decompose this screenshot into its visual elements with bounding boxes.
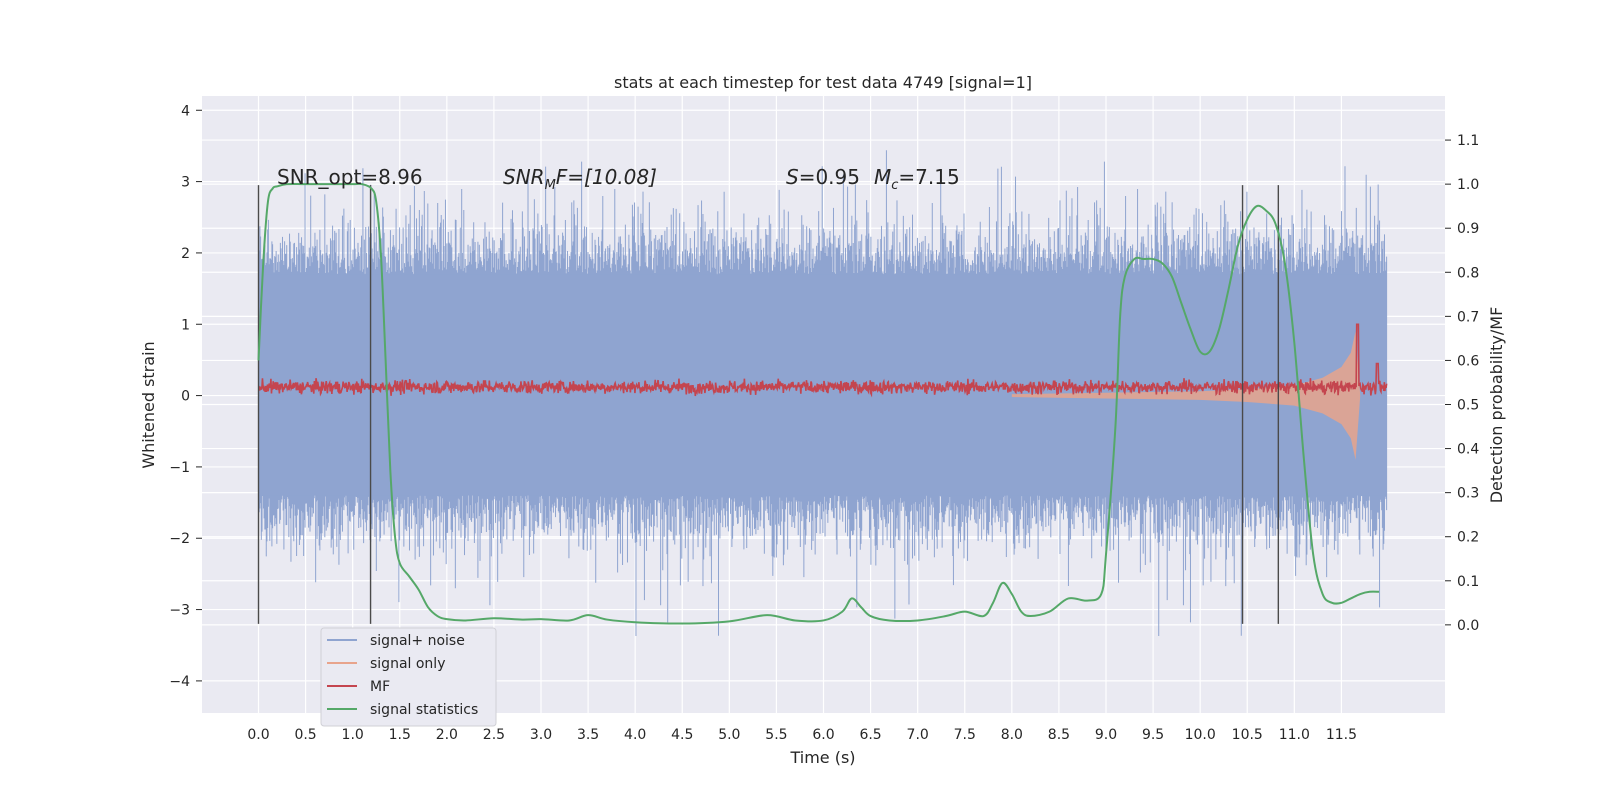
y2-tick-label: 0.1 [1457,574,1479,590]
legend-label-mf: MF [370,679,390,695]
x-tick-label: 9.0 [1095,727,1117,743]
x-tick-label: 10.5 [1232,727,1263,743]
legend-label-signal-plus-noise: signal+ noise [370,633,465,649]
annotation-s-mc: S=0.95 Mc=7.15 [786,165,960,193]
signal-statistics-trace [257,182,1380,625]
series-signal-statistics [257,182,1380,625]
y-tick-label: −3 [169,603,190,619]
x-tick-label: 0.5 [294,727,316,743]
y-axis-label: Whitened strain [139,341,158,468]
y2-tick-label: 0.9 [1457,221,1479,237]
x-tick-label: 7.0 [907,727,929,743]
chart-title: stats at each timestep for test data 474… [614,73,1032,92]
x-tick-label: 11.5 [1326,727,1357,743]
y2-tick-label: 0.3 [1457,486,1479,502]
x-tick-label: 6.0 [812,727,834,743]
x-axis-ticks: 0.0 0.5 1.0 1.5 2.0 2.5 3.0 3.5 4.0 4.5 5.0 5.5 6.0 6… [247,727,1357,743]
x-tick-label: 3.0 [530,727,552,743]
y-tick-label: 1 [181,317,190,333]
y-tick-label: 4 [181,103,190,119]
annotation-snr-opt: SNR_opt=8.96 [277,165,423,189]
x-tick-label: 8.0 [1001,727,1023,743]
legend-label-signal-statistics: signal statistics [370,702,478,718]
vertical-markers [257,185,1280,624]
y-tick-label: −2 [169,531,190,547]
x-tick-label: 3.5 [577,727,599,743]
x-tick-label: 2.0 [436,727,458,743]
x-tick-label: 9.5 [1142,727,1164,743]
y2-tick-label: 0.5 [1457,398,1479,414]
signal-only-trace [1011,331,1361,460]
x-tick-label: 8.5 [1048,727,1070,743]
y2-tick-label: 0.0 [1457,618,1479,634]
x-tick-label: 7.5 [954,727,976,743]
x-tick-label: 4.5 [671,727,693,743]
x-tick-label: 1.5 [389,727,411,743]
x-tick-label: 5.0 [718,727,740,743]
x-tick-label: 11.0 [1279,727,1310,743]
y-tick-label: −4 [169,674,190,690]
y2-tick-label: 0.8 [1457,265,1479,281]
x-tick-label: 4.0 [624,727,646,743]
legend-label-signal-only: signal only [370,656,445,672]
y2-tick-label: 1.1 [1457,133,1479,149]
y-axis-ticks: 4 3 2 1 0 −1 −2 −3 −4 [169,103,202,690]
series-mf [257,323,1388,398]
x-axis-label: Time (s) [789,748,855,767]
x-tick-label: 6.5 [859,727,881,743]
y-tick-label: 3 [181,175,190,191]
y2-tick-label: 0.2 [1457,530,1479,546]
legend-box [320,627,497,727]
x-tick-label: 0.0 [247,727,269,743]
x-tick-label: 5.5 [765,727,787,743]
mf-trace [257,323,1388,398]
series-signal-only [1011,331,1361,460]
x-tick-label: 1.0 [342,727,364,743]
y2-tick-label: 1.0 [1457,177,1479,193]
y-tick-label: 2 [181,246,190,262]
y2-axis-label: Detection probability/MF [1487,307,1506,504]
annotation-snr-mf: SNRMF=[10.08] [503,165,657,193]
y2-tick-label: 0.7 [1457,309,1479,325]
x-tick-label: 2.5 [483,727,505,743]
y2-tick-label: 0.6 [1457,353,1479,369]
x-tick-label: 10.0 [1185,727,1216,743]
y-tick-label: −1 [169,460,190,476]
legend: signal+ noise signal only MF signal stat… [320,627,497,727]
y2-tick-label: 0.4 [1457,442,1479,458]
y-tick-label: 0 [181,389,190,405]
y2-axis-ticks: 1.1 1.0 0.9 0.8 0.7 0.6 0.5 0.4 0.3 0.2 0.1 0.0 [1445,133,1479,634]
